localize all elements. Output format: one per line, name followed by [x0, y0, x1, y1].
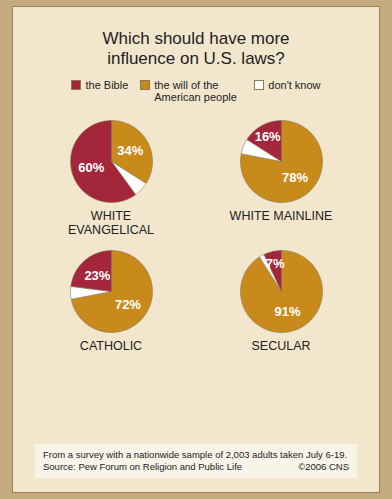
html-text:©2006 CNS: ©2006 CNS [298, 461, 349, 472]
html-text:the Bible: the Bible [85, 79, 129, 91]
svg-text:72%: 72% [115, 297, 141, 312]
svg-text:60%: 60% [78, 160, 104, 175]
svg-text:23%: 23% [84, 268, 110, 283]
html-text:CATHOLIC: CATHOLIC [79, 339, 143, 353]
html-text:WHITE EVANGELICAL: WHITE EVANGELICAL [68, 209, 154, 237]
svg-text:78%: 78% [282, 170, 308, 185]
html-text:the will of the American peopl: the will of the American people [154, 79, 237, 103]
html-text:WHITE MAINLINE: WHITE MAINLINE [229, 209, 333, 223]
html-text:don't know: don't know [268, 79, 321, 91]
html-text:Source: Pew Forum on Religion: Source: Pew Forum on Religion and Public… [43, 461, 243, 472]
svg-text:16%: 16% [255, 129, 281, 144]
html-text:SECULAR: SECULAR [251, 339, 311, 353]
svg-text:91%: 91% [274, 304, 300, 319]
html-text:Which should have more influen: Which should have more influence on U.S.… [102, 29, 290, 68]
svg-text:34%: 34% [117, 143, 143, 158]
html-text:From a survey with a nationwid: From a survey with a nationwide sample o… [43, 449, 348, 460]
svg-text:7%: 7% [266, 256, 285, 271]
